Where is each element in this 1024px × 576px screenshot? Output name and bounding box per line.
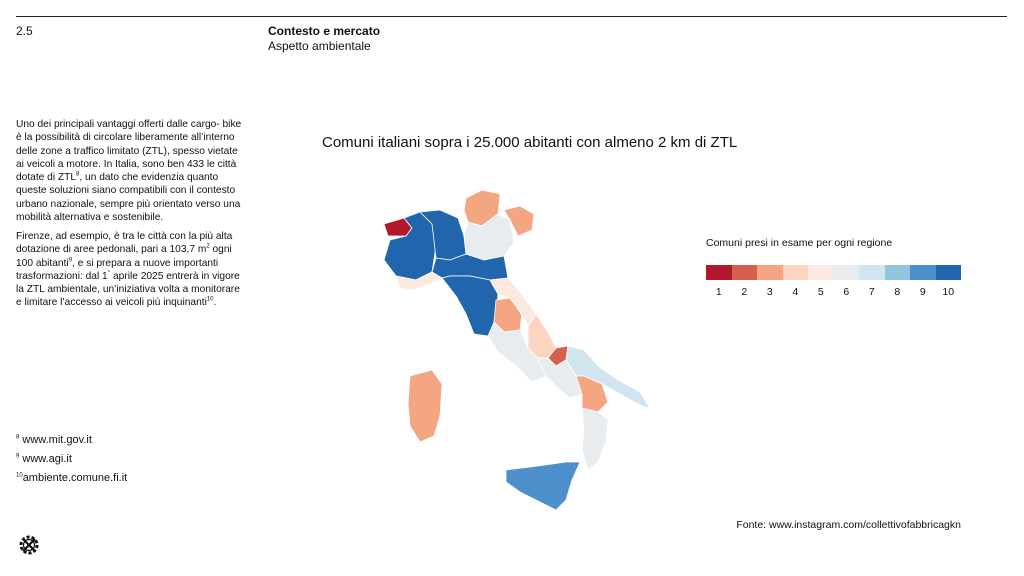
legend-label: 10 xyxy=(942,286,955,298)
footnote-ref: 9 xyxy=(68,257,73,264)
footnote-ref: 10 xyxy=(206,296,214,303)
footnote-link[interactable]: www.mit.gov.it xyxy=(22,434,92,446)
legend-swatch xyxy=(706,265,732,280)
legend-swatch xyxy=(808,265,834,280)
region-calabria[interactable] xyxy=(581,407,609,471)
footnote-ref: 8 xyxy=(76,171,80,178)
legend-title: Comuni presi in esame per ogni regione xyxy=(706,237,893,249)
italy-choropleth-map xyxy=(383,189,651,511)
legend-label: 8 xyxy=(894,286,901,298)
legend-swatch xyxy=(910,265,936,280)
footnote-link[interactable]: ambiente.comune.fi.it xyxy=(22,472,128,484)
region-piemonte[interactable] xyxy=(383,211,437,281)
legend-swatch xyxy=(935,265,961,280)
legend-item: 2 xyxy=(731,265,757,298)
region-basilicata[interactable] xyxy=(575,375,609,413)
legend-swatch xyxy=(833,265,859,280)
paragraph-1: Uno dei principali vantaggi offerti dall… xyxy=(16,119,242,223)
section-subtitle: Aspetto ambientale xyxy=(268,39,371,53)
legend-swatch xyxy=(859,265,885,280)
region-abruzzo[interactable] xyxy=(527,313,557,359)
legend-swatch xyxy=(731,265,757,280)
legend-label: 6 xyxy=(843,286,850,298)
region-veneto[interactable] xyxy=(463,213,515,261)
legend-label: 1 xyxy=(715,286,722,298)
legend-label: 2 xyxy=(741,286,748,298)
region-toscana[interactable] xyxy=(441,275,499,337)
legend-item: 8 xyxy=(884,265,910,298)
legend-item: 4 xyxy=(782,265,808,298)
region-marche[interactable] xyxy=(489,277,537,327)
region-friuli[interactable] xyxy=(503,205,535,237)
legend: 1 2 3 4 5 6 7 8 9 10 xyxy=(706,265,961,298)
legend-label: 9 xyxy=(919,286,926,298)
legend-item: 9 xyxy=(910,265,936,298)
gear-logo-icon xyxy=(19,535,39,555)
legend-label: 3 xyxy=(766,286,773,298)
region-liguria[interactable] xyxy=(395,271,443,291)
legend-swatch xyxy=(884,265,910,280)
legend-label: 5 xyxy=(817,286,824,298)
footnote-link[interactable]: www.agi.it xyxy=(22,453,72,465)
paragraph-2: Firenze, ad esempio, è tra le città con … xyxy=(16,231,240,309)
legend-item: 5 xyxy=(808,265,834,298)
map-title: Comuni italiani sopra i 25.000 abitanti … xyxy=(322,134,738,151)
footnote: 8 www.mit.gov.it xyxy=(16,434,92,446)
legend-item: 10 xyxy=(935,265,961,298)
legend-label: 7 xyxy=(868,286,875,298)
footnote: 10ambiente.comune.fi.it xyxy=(16,472,128,484)
legend-item: 1 xyxy=(706,265,732,298)
legend-item: 7 xyxy=(859,265,885,298)
section-header: Contesto e mercato Aspetto ambientale xyxy=(268,24,380,53)
legend-label: 4 xyxy=(792,286,799,298)
region-sicilia[interactable] xyxy=(505,461,581,511)
legend-item: 3 xyxy=(757,265,783,298)
top-rule xyxy=(16,16,1007,17)
legend-item: 6 xyxy=(833,265,859,298)
source-credit: Fonte: www.instagram.com/collettivofabbr… xyxy=(736,519,961,531)
footnote: 9 www.agi.it xyxy=(16,453,72,465)
legend-swatch xyxy=(757,265,783,280)
legend-swatch xyxy=(782,265,808,280)
footnotes: 8 www.mit.gov.it 9 www.agi.it 10ambiente… xyxy=(16,434,127,491)
page-number: 2.5 xyxy=(16,24,33,38)
body-text: Uno dei principali vantaggi offerti dall… xyxy=(16,118,248,316)
region-sardegna[interactable] xyxy=(407,369,443,443)
section-title: Contesto e mercato xyxy=(268,24,381,38)
